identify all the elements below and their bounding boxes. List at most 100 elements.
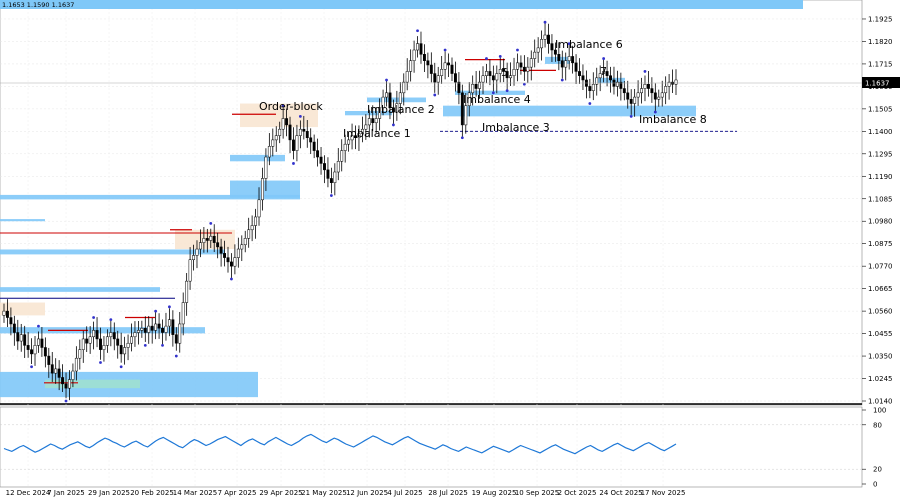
candle-body [174,334,178,344]
fractal-down-marker [653,110,657,114]
candle-body [305,131,309,139]
candle-body [660,92,664,98]
candle-body [540,39,544,49]
zone-box [45,379,140,389]
candle-body [509,75,513,79]
candle-body [281,118,285,130]
candle-body [198,242,202,250]
candle-body [347,139,351,145]
candle-body [602,71,606,74]
fractal-up-marker [92,316,95,319]
candle-body [560,60,564,68]
candle-body [388,92,392,109]
candle-body [502,69,506,72]
y-tick-label: 1.1715 [868,60,893,68]
candle-body [19,334,23,342]
oscillator-panel: 100 80 20 0 [0,407,886,489]
candle-body [405,71,409,83]
x-tick-label: 19 Aug 2025 [472,489,517,497]
candle-body [381,96,385,109]
candle-body [643,84,647,89]
x-tick-label: 7 Jan 2025 [47,489,85,497]
candle-body [167,319,171,327]
candle-body [443,62,447,70]
candle-body [450,64,454,74]
fractal-up-marker [209,221,213,225]
candle-body [171,319,175,335]
candle-body [605,71,609,76]
candle-body [229,261,233,267]
candle-body [136,330,140,333]
fractal-up-marker [443,48,447,52]
candle-body [288,124,292,141]
candle-body [267,146,271,158]
candle-body [109,332,113,338]
candle-body [78,349,82,359]
candle-body [553,49,557,55]
candle-body [147,325,151,333]
fractal-up-marker [298,114,302,118]
zone-box [595,77,625,84]
candle-body [181,302,185,325]
y-tick-label: 1.1295 [868,150,893,158]
candle-body [350,135,354,141]
candle-body [271,139,275,147]
x-tick-label: 29 Jan 2025 [88,489,130,497]
fractal-down-marker [392,123,395,127]
candle-body [312,141,316,151]
fractal-down-marker [433,93,437,97]
candle-body [329,178,333,183]
y-tick-label: 1.1925 [868,15,893,23]
candle-body [33,345,37,355]
candle-body [161,327,164,333]
candle-body [23,334,27,346]
candle-body [453,73,457,83]
candle-body [285,118,289,126]
candle-body [150,325,154,331]
fractal-down-marker [230,277,233,281]
candle-body [133,332,137,338]
candle-body [657,96,661,100]
fractal-down-marker [30,365,33,369]
candle-body [457,81,461,94]
candle-body [588,86,592,91]
candle-body [498,69,502,74]
candle-body [533,51,537,59]
candle-body [471,84,475,94]
candle-body [316,150,320,158]
candle-body [402,81,406,94]
zone-box [0,287,160,292]
candle-body [130,336,133,344]
candle-body [340,150,344,162]
candle-body [43,347,47,357]
candle-body [274,135,278,141]
candle-body [364,124,368,130]
candle-body [212,235,216,243]
x-tick-label: 20 Feb 2025 [130,489,174,497]
candle-body [529,58,533,68]
candle-body [81,338,85,350]
candle-body [436,75,440,83]
zone-box [455,90,525,95]
candle-body [422,54,426,61]
candle-body [578,71,581,76]
candle-body [409,60,413,72]
x-tick-label: 2 Oct 2025 [558,489,597,497]
candle-body [5,310,9,318]
zones-layer [0,56,696,398]
grid-lines [0,0,862,487]
x-tick-label: 12 Jun 2025 [346,489,388,497]
candle-body [519,62,523,68]
zone-box [230,154,285,162]
candle-body [505,71,509,79]
ohlc-readout: 1.1653 1.1590 1.1637 [2,1,74,9]
candle-body [40,338,44,348]
candle-body [609,75,612,81]
candle-body [243,238,247,246]
candle-body [264,156,268,179]
fractal-down-marker [491,91,495,95]
y-tick-label: 1.0140 [868,398,893,406]
candle-body [419,43,423,55]
candle-body [398,92,402,104]
